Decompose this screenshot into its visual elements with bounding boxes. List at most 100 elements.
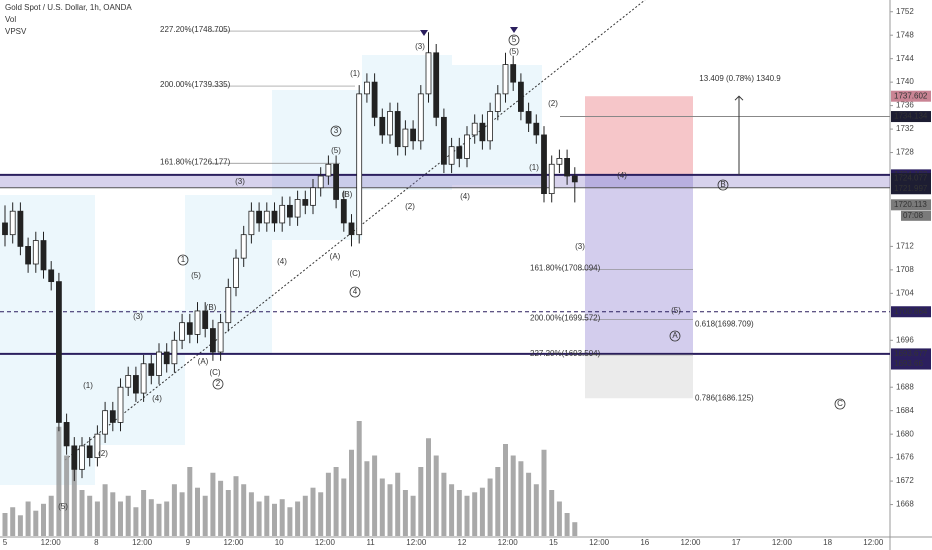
wave-label: 4	[353, 287, 358, 296]
y-tick-label: 1688	[896, 382, 914, 391]
volume-bar	[395, 472, 401, 536]
volume-bar	[325, 472, 331, 536]
candle-body	[186, 322, 193, 335]
candle-body	[502, 64, 509, 95]
volume-bar	[118, 501, 123, 536]
price-label: 1734.134	[894, 112, 928, 121]
y-tick-label: 1684	[896, 406, 914, 415]
fib-label: 227.20%(1748.705)	[160, 25, 231, 34]
candle-body	[348, 222, 355, 236]
fib-label: 161.80%(1708.094)	[530, 263, 601, 272]
wave-label: (2)	[98, 449, 108, 458]
session-box	[0, 195, 95, 485]
price-label: 1737.602	[894, 91, 928, 100]
risk-zone	[585, 174, 693, 354]
wave-label: 5	[512, 35, 517, 44]
candle-body	[541, 134, 547, 195]
volume-bar	[318, 492, 324, 536]
wave-label: 3	[334, 126, 339, 135]
x-tick-label: 12:00	[863, 538, 884, 547]
price-label: 1700.864	[894, 307, 928, 316]
volume-bar	[426, 438, 431, 536]
candle-body	[448, 146, 455, 165]
candle-body	[202, 310, 209, 329]
y-tick-label: 1680	[896, 429, 914, 438]
candle-body	[9, 210, 16, 236]
volume-bar	[48, 495, 54, 536]
wave-circle	[330, 125, 342, 137]
candle-body	[263, 210, 270, 224]
candle-body	[533, 122, 540, 136]
wave-label: (4)	[152, 394, 162, 403]
y-tick-label: 1752	[896, 7, 914, 16]
candle-body	[102, 410, 108, 435]
volume-bar	[333, 467, 339, 536]
candle-body	[510, 64, 517, 83]
volume-bar	[418, 467, 424, 536]
countdown: 07:08	[903, 211, 924, 220]
wave-label: (3)	[575, 242, 585, 251]
candle-body	[518, 81, 524, 112]
level-band	[0, 174, 890, 188]
y-tick-label: 1708	[896, 265, 914, 274]
price-label-box	[891, 358, 931, 370]
volume-bar	[295, 501, 301, 536]
x-tick-label: 12:00	[772, 538, 793, 547]
wave-label: C	[837, 399, 843, 408]
candle-body	[140, 363, 147, 394]
candle-body	[564, 158, 570, 177]
candle-body	[271, 210, 278, 224]
price-label-box	[891, 173, 931, 185]
fib-label: 0.618(1698.709)	[695, 319, 754, 328]
volume-bar	[187, 467, 193, 536]
volume-bar	[410, 495, 416, 536]
candle-body	[240, 234, 247, 259]
volume-bar	[133, 507, 139, 536]
x-tick-label: 5	[3, 538, 8, 547]
candle-body	[379, 116, 386, 136]
price-label-box	[891, 199, 931, 211]
volume-bar	[372, 455, 378, 536]
x-tick-label: 15	[549, 538, 558, 547]
volume-bar	[487, 478, 493, 536]
volume-bar	[2, 513, 8, 536]
candle-body	[440, 116, 447, 165]
volume-bar	[433, 455, 439, 536]
volume-bar	[364, 461, 370, 536]
x-tick-label: 16	[640, 538, 649, 547]
y-tick-label: 1704	[896, 288, 914, 297]
candle-body	[132, 375, 139, 394]
candle-body	[209, 328, 216, 353]
x-tick-label: 12	[458, 538, 467, 547]
volume-bar	[102, 484, 108, 536]
candle-body	[48, 269, 55, 283]
wave-label: (5)	[331, 146, 341, 155]
x-tick-label: 12:00	[315, 538, 336, 547]
wave-label: (1)	[529, 163, 539, 172]
candle-body	[148, 363, 155, 376]
fib-label: 200.00%(1739.335)	[160, 80, 231, 89]
volume-bar	[164, 501, 170, 536]
candle-body	[387, 111, 393, 136]
volume-bar	[510, 455, 516, 536]
volume-bar	[356, 421, 362, 536]
wave-label: 1	[181, 255, 186, 264]
x-tick-label: 8	[94, 538, 99, 547]
indicator: Vol	[5, 15, 16, 24]
x-tick-label: 18	[823, 538, 832, 547]
volume-bar	[110, 492, 116, 536]
fib-label: 200.00%(1699.572)	[530, 313, 601, 322]
volume-bar	[349, 449, 354, 536]
candle-body	[417, 93, 424, 142]
wave-label: (5)	[509, 47, 519, 56]
wave-label: A	[672, 331, 678, 340]
wave-label: (5)	[671, 306, 681, 315]
volume-bar	[402, 490, 408, 536]
wave-label: (5)	[191, 271, 201, 280]
candle-body	[279, 204, 286, 224]
countdown-box	[901, 210, 931, 221]
session-box	[272, 90, 362, 240]
x-tick-label: 12:00	[223, 538, 244, 547]
x-tick-label: 17	[732, 538, 741, 547]
wave-label: (2)	[405, 202, 415, 211]
